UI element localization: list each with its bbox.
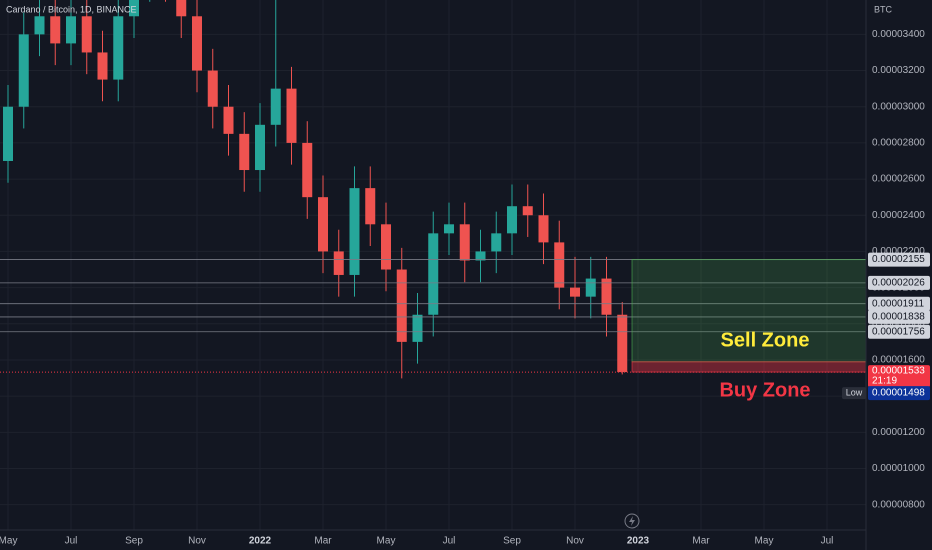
level-label-box xyxy=(868,309,930,324)
axis-unit: BTC xyxy=(874,4,893,14)
low-label: 0.00001498 xyxy=(872,388,925,399)
zone xyxy=(631,361,866,373)
x-tick-label: Sep xyxy=(125,536,143,547)
y-tick-label: 0.00002800 xyxy=(872,138,925,149)
candle-body xyxy=(617,314,628,373)
level-label: 0.00001838 xyxy=(872,312,925,323)
candle-body xyxy=(412,314,423,342)
level-label: 0.00001911 xyxy=(872,298,925,309)
zone-label: Sell Zone xyxy=(721,329,810,351)
x-tick-label: Nov xyxy=(188,536,206,547)
x-tick-label: Jul xyxy=(65,536,78,547)
level-label-box xyxy=(868,296,930,311)
candle-body xyxy=(554,242,565,288)
candle-body xyxy=(585,278,596,297)
candle-body xyxy=(286,88,297,143)
x-tick-label: May xyxy=(755,536,774,547)
y-tick-label: 0.00001800 xyxy=(872,318,925,329)
candle-body xyxy=(570,287,580,297)
y-tick-label: 0.00003200 xyxy=(872,65,925,76)
candle-body xyxy=(97,52,108,80)
y-tick-label: 0.00002400 xyxy=(872,210,925,221)
candle-body xyxy=(3,106,13,161)
y-tick-label: 0.00002600 xyxy=(872,174,925,185)
x-tick-label: 2022 xyxy=(249,536,272,547)
x-tick-label: Jul xyxy=(821,536,834,547)
candle-body xyxy=(318,197,328,252)
candle-body xyxy=(223,106,234,134)
candle-body xyxy=(66,16,76,44)
x-tick-label: Mar xyxy=(692,536,710,547)
candle-body xyxy=(81,16,92,53)
candle-body xyxy=(302,142,313,198)
lightning-icon xyxy=(624,513,640,529)
candle-body xyxy=(396,269,407,342)
overlay: 0.00003400 0.00003200 0.00003000 0.00002800… xyxy=(0,29,930,547)
candle-body xyxy=(50,16,61,44)
candle-body xyxy=(522,206,533,216)
y-tick-label: 0.00000800 xyxy=(872,499,925,510)
last-price-label: 0.00001533 xyxy=(872,366,925,377)
y-tick-label: 0.00002200 xyxy=(872,246,925,257)
candle-body xyxy=(349,188,360,275)
candle-body xyxy=(255,124,265,171)
plot-area xyxy=(0,0,866,379)
y-tick-label: 0.00003400 xyxy=(872,29,925,40)
candle-body xyxy=(491,233,502,252)
last-price-box xyxy=(868,365,930,388)
y-tick-label: 0.00001600 xyxy=(872,355,925,366)
y-tick-label: 0.00003000 xyxy=(872,101,925,112)
candle-body xyxy=(381,224,391,270)
y-tick-label: 0.00001200 xyxy=(872,427,925,438)
x-tick-label: Mar xyxy=(314,536,332,547)
low-box xyxy=(868,386,930,401)
candle-body xyxy=(129,0,139,17)
level-label: 0.00001756 xyxy=(872,326,925,337)
candle-body xyxy=(333,251,344,275)
x-tick-label: Sep xyxy=(503,536,521,547)
candle-body xyxy=(459,224,470,261)
candle-body xyxy=(601,278,612,315)
candle-body xyxy=(176,0,187,17)
level-label-box xyxy=(868,324,930,339)
countdown: 21:19 xyxy=(872,376,897,387)
candle-body xyxy=(192,16,202,71)
level-label: 0.00002155 xyxy=(872,254,925,265)
candle-body xyxy=(207,70,218,107)
candle-body xyxy=(444,224,454,234)
candle-body xyxy=(270,88,281,125)
candle-body xyxy=(475,251,486,261)
candle-body xyxy=(34,16,45,35)
chart-title: Cardano / Bitcoin, 1D, BINANCE xyxy=(6,4,137,14)
candle-body xyxy=(113,16,124,80)
x-tick-label: May xyxy=(377,536,396,547)
candle-body xyxy=(428,233,439,315)
level-label: 0.00002026 xyxy=(872,278,925,289)
candle-body xyxy=(507,206,517,234)
grid xyxy=(0,0,866,530)
level-label-box xyxy=(868,252,930,267)
x-tick-label: Jul xyxy=(443,536,456,547)
x-tick-label: May xyxy=(0,536,17,547)
x-tick-label: 2023 xyxy=(627,536,650,547)
level-label-box xyxy=(868,275,930,290)
low-name-box xyxy=(842,387,866,400)
x-tick-label: Nov xyxy=(566,536,584,547)
zone-label: Buy Zone xyxy=(719,379,810,401)
y-tick-label: 0.00001000 xyxy=(872,463,925,474)
low-name: Low xyxy=(846,387,863,397)
zone xyxy=(631,259,866,363)
candle-body xyxy=(538,215,549,243)
candle-body xyxy=(18,34,29,107)
candle-body xyxy=(365,188,376,225)
candle-body xyxy=(239,133,250,171)
